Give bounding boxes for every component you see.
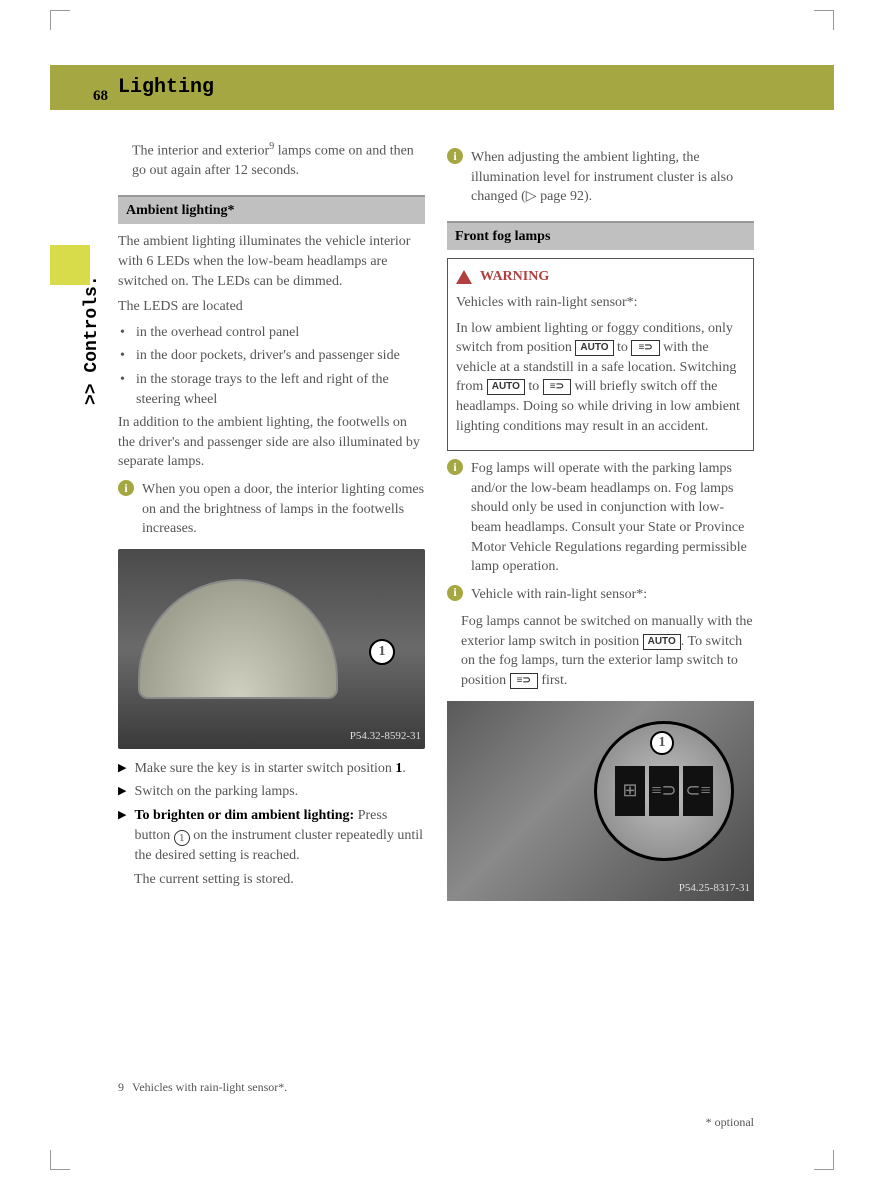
intro-paragraph: The interior and exterior9 lamps come on… <box>132 140 425 181</box>
section-title: Lighting <box>118 76 214 99</box>
step-item: To brighten or dim ambient lighting: Pre… <box>118 806 425 866</box>
paragraph: Fog lamps cannot be switched on manually… <box>461 612 754 690</box>
list-item: in the overhead control panel <box>132 323 425 343</box>
step-text: Make sure the key is in starter switch p… <box>134 759 425 779</box>
text: first. <box>538 673 568 688</box>
sidebar-label: >> Controls. <box>82 275 102 405</box>
figure-label: P54.25-8317-31 <box>679 881 750 896</box>
info-text: Vehicle with rain-light sensor*: <box>471 585 754 605</box>
paragraph: In addition to the ambient lighting, the… <box>118 413 425 472</box>
step-item: Switch on the parking lamps. <box>118 782 425 802</box>
auto-symbol: AUTO <box>643 634 681 650</box>
info-icon: i <box>118 480 134 496</box>
text: to <box>614 340 632 355</box>
warning-header: WARNING <box>456 267 745 287</box>
rear-fog-icon: ⊂≡ <box>683 766 713 816</box>
page-number: 68 <box>50 70 118 105</box>
footnote-number: 9 <box>118 1080 124 1095</box>
paragraph: Vehicles with rain-light sensor*: <box>456 293 745 313</box>
crop-mark <box>50 10 70 30</box>
optional-note: * optional <box>118 1115 754 1130</box>
footnote: 9 Vehicles with rain-light sensor*. <box>118 1080 754 1095</box>
lowbeam-symbol: ≡⊃ <box>543 379 571 395</box>
auto-symbol: AUTO <box>575 340 613 356</box>
subsection-heading: Front fog lamps <box>447 221 754 251</box>
info-note: i Fog lamps will operate with the parkin… <box>447 459 754 577</box>
list-item: in the door pockets, driver's and passen… <box>132 346 425 366</box>
text: Make sure the key is in starter switch p… <box>134 761 395 776</box>
auto-symbol: AUTO <box>487 379 525 395</box>
footnote-text: Vehicles with rain-light sensor*. <box>132 1080 287 1095</box>
fog-lamp-icon: ≡⊃ <box>649 766 679 816</box>
info-icon: i <box>447 459 463 475</box>
text: Vehicle with rain-light sensor*: <box>471 587 647 602</box>
warning-triangle-icon <box>456 270 472 284</box>
gauge-illustration <box>138 579 338 699</box>
crop-mark <box>50 1150 70 1170</box>
info-note: i When you open a door, the interior lig… <box>118 480 425 539</box>
right-column: i When adjusting the ambient lighting, t… <box>447 140 754 911</box>
warning-box: WARNING Vehicles with rain-light sensor*… <box>447 258 754 451</box>
figure-fog-lamp-switch: 1 ⊞ ≡⊃ ⊂≡ P54.25-8317-31 <box>447 701 754 901</box>
info-icon: i <box>447 585 463 601</box>
figure-instrument-cluster: 1 P54.32-8592-31 <box>118 549 425 749</box>
content-area: The interior and exterior9 lamps come on… <box>118 140 754 911</box>
bold: To brighten or dim ambient lighting: <box>134 808 354 823</box>
callout-ref: 1 <box>174 830 190 846</box>
lowbeam-symbol: ≡⊃ <box>510 673 538 689</box>
page-header: 68 Lighting <box>50 65 834 110</box>
figure-label: P54.32-8592-31 <box>350 729 421 744</box>
info-text: When adjusting the ambient lighting, the… <box>471 148 754 207</box>
left-column: The interior and exterior9 lamps come on… <box>118 140 425 911</box>
step-text: Switch on the parking lamps. <box>134 782 425 802</box>
paragraph: The ambient lighting illuminates the veh… <box>118 232 425 291</box>
info-text: When you open a door, the interior light… <box>142 480 425 539</box>
seat-heat-icon: ⊞ <box>615 766 645 816</box>
paragraph: In low ambient lighting or foggy conditi… <box>456 319 745 437</box>
lowbeam-symbol: ≡⊃ <box>631 340 659 356</box>
bullet-list: in the overhead control panel in the doo… <box>118 323 425 409</box>
list-item: in the storage trays to the left and rig… <box>132 370 425 409</box>
callout-marker: 1 <box>650 731 674 755</box>
paragraph: The LEDS are located <box>118 297 425 317</box>
crop-mark <box>814 1150 834 1170</box>
callout-marker: 1 <box>369 639 395 665</box>
subsection-heading: Ambient lighting* <box>118 195 425 225</box>
paragraph: The current setting is stored. <box>134 870 425 890</box>
step-text: To brighten or dim ambient lighting: Pre… <box>134 806 425 866</box>
crop-mark <box>814 10 834 30</box>
step-item: Make sure the key is in starter switch p… <box>118 759 425 779</box>
info-text: Fog lamps will operate with the parking … <box>471 459 754 577</box>
text: to <box>525 379 543 394</box>
text: . <box>402 761 406 776</box>
text: The interior and exterior <box>132 144 269 159</box>
footnote-area: 9 Vehicles with rain-light sensor*. * op… <box>118 1080 754 1130</box>
info-icon: i <box>447 148 463 164</box>
info-note: i When adjusting the ambient lighting, t… <box>447 148 754 207</box>
warning-label: WARNING <box>480 267 549 287</box>
info-note: i Vehicle with rain-light sensor*: <box>447 585 754 605</box>
